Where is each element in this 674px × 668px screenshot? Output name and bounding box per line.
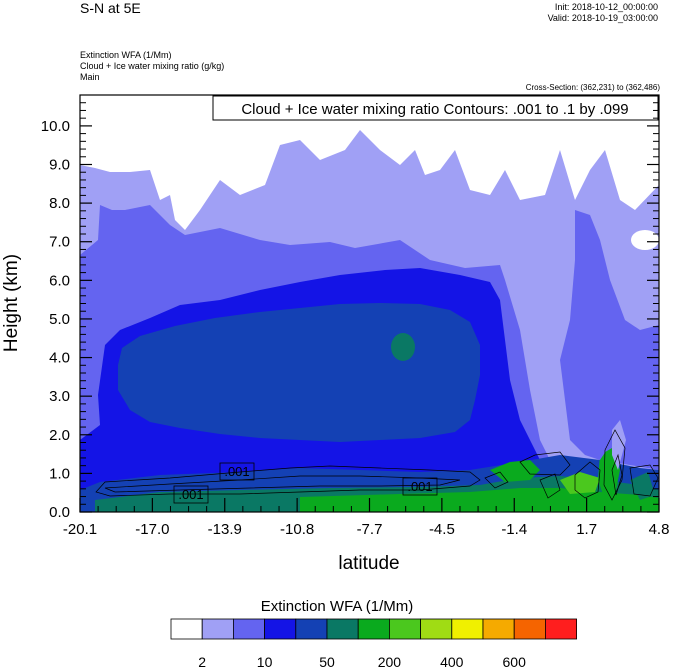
x-tick-label: 4.8 bbox=[649, 521, 670, 538]
legend-label: 10 bbox=[257, 654, 273, 668]
low-cloud-patch bbox=[490, 460, 540, 482]
legend-swatch bbox=[388, 618, 421, 640]
legend-swatch bbox=[420, 618, 453, 640]
convective-cell bbox=[630, 472, 655, 500]
contour-info-text: Cloud + Ice water mixing ratio Contours:… bbox=[241, 101, 628, 118]
contour-labels: .001 .001 .001 bbox=[173, 462, 438, 504]
x-tick-label: -1.4 bbox=[501, 521, 527, 538]
x-axis-label: latitude bbox=[338, 553, 399, 574]
legend-swatch bbox=[451, 618, 484, 640]
y-tick-label: 7.0 bbox=[49, 234, 70, 251]
x-tick-label: 1.7 bbox=[576, 521, 597, 538]
legend-label: 600 bbox=[503, 654, 527, 668]
contour-line bbox=[484, 471, 509, 489]
cross-section-label: Cross-Section: (362,231) to (362,486) bbox=[525, 83, 660, 92]
mixing-ratio-contours bbox=[95, 429, 659, 501]
legend-swatch bbox=[482, 618, 515, 640]
x-tick-label: -4.5 bbox=[429, 521, 455, 538]
y-tick-label: 4.0 bbox=[49, 350, 70, 367]
low-cloud-patch-bright bbox=[560, 472, 600, 494]
core-peak bbox=[391, 333, 415, 361]
legend-swatch bbox=[326, 618, 359, 640]
field-name-extinction: Extinction WFA (1/Mm) bbox=[80, 50, 172, 60]
contour-label: .001 bbox=[178, 487, 203, 502]
y-tick-label: 8.0 bbox=[49, 195, 70, 212]
contour-line bbox=[603, 429, 626, 501]
y-tick-label: 1.0 bbox=[49, 465, 70, 482]
y-tick-label: 6.0 bbox=[49, 272, 70, 289]
legend-label: 50 bbox=[319, 654, 335, 668]
contour-line bbox=[104, 475, 461, 493]
field-name-domain: Main bbox=[80, 72, 100, 82]
clear-patch bbox=[631, 230, 659, 250]
y-tick-label: 0.0 bbox=[49, 504, 70, 521]
y-tick-label: 3.0 bbox=[49, 388, 70, 405]
column-tower-light bbox=[612, 420, 626, 470]
core-extinction bbox=[118, 303, 480, 442]
y-tick-label: 10.0 bbox=[41, 118, 70, 135]
legend-swatch bbox=[357, 618, 390, 640]
contour-line bbox=[629, 464, 659, 497]
surface-peak bbox=[300, 488, 659, 512]
y-axis-label: Height (km) bbox=[1, 254, 22, 352]
contour-label-box bbox=[219, 462, 255, 481]
legend-label: 400 bbox=[440, 654, 464, 668]
contour-label-box bbox=[402, 477, 438, 496]
y-tick-label: 2.0 bbox=[49, 427, 70, 444]
init-time: Init: 2018-10-12_00:00:00 bbox=[554, 2, 658, 12]
axes: -20.1 -17.0 -13.9 -10.8 -7.7 -4.5 -1.4 1.7 4.8 0.… bbox=[41, 102, 670, 538]
x-tick-label: -17.0 bbox=[135, 521, 169, 538]
run-time-info: Init: 2018-10-12_00:00:00 Valid: 2018-10… bbox=[548, 2, 658, 24]
field-name-mixing-ratio: Cloud + Ice water mixing ratio (g/kg) bbox=[80, 61, 225, 71]
contour-line bbox=[539, 473, 561, 499]
contour-line bbox=[611, 453, 623, 496]
legend-swatch bbox=[513, 618, 546, 640]
x-tick-label: -7.7 bbox=[357, 521, 383, 538]
contour-line bbox=[519, 451, 571, 476]
legend-swatch bbox=[264, 618, 297, 640]
valid-time: Valid: 2018-10-19_03:00:00 bbox=[547, 13, 658, 23]
y-tick-label: 9.0 bbox=[49, 157, 70, 174]
contour-line bbox=[95, 465, 481, 497]
clear-region bbox=[80, 95, 659, 230]
legend-swatch bbox=[232, 618, 265, 640]
legend-swatch bbox=[170, 618, 203, 640]
contour-label: .001 bbox=[407, 479, 432, 494]
y-tick-label: 5.0 bbox=[49, 311, 70, 328]
x-tick-label: -13.9 bbox=[208, 521, 242, 538]
color-legend: 2 10 50 200 400 600 bbox=[170, 618, 578, 668]
legend-label: 200 bbox=[378, 654, 402, 668]
contour-label: .001 bbox=[224, 464, 249, 479]
legend-label: 2 bbox=[198, 654, 206, 668]
moderate-extinction-east bbox=[560, 210, 659, 470]
legend-title: Extinction WFA (1/Mm) bbox=[260, 598, 414, 615]
contour-info-box bbox=[212, 95, 659, 121]
legend-swatch bbox=[545, 618, 578, 640]
legend-swatch bbox=[295, 618, 328, 640]
x-tick-label: -10.8 bbox=[280, 521, 314, 538]
x-tick-label: -20.1 bbox=[63, 521, 97, 538]
extinction-field bbox=[80, 95, 659, 512]
contour-line bbox=[574, 461, 601, 499]
plot-title: S-N at 5E bbox=[80, 0, 141, 16]
contour-label-box bbox=[173, 485, 209, 504]
legend-swatch bbox=[201, 618, 234, 640]
